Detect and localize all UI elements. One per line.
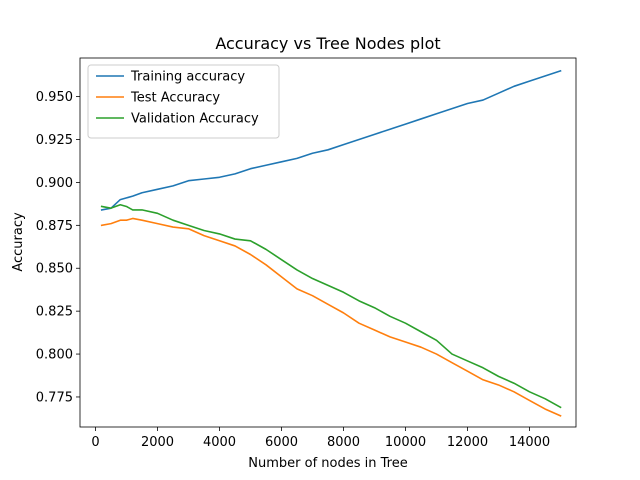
chart-title: Accuracy vs Tree Nodes plot bbox=[215, 34, 440, 53]
y-tick-label: 0.900 bbox=[36, 176, 73, 191]
x-axis: 0 2000 4000 6000 8000 10000 12000 14000 bbox=[91, 427, 550, 450]
series-line-2 bbox=[100, 203, 562, 409]
x-tick-label: 4000 bbox=[203, 435, 236, 450]
x-tick-label: 10000 bbox=[385, 435, 426, 450]
legend: Training accuracy Test Accuracy Validation… bbox=[87, 64, 280, 139]
x-tick-label: 12000 bbox=[447, 435, 488, 450]
y-tick-label: 0.775 bbox=[36, 390, 73, 405]
x-tick-label: 6000 bbox=[265, 435, 298, 450]
x-tick-label: 8000 bbox=[327, 435, 360, 450]
plot-area bbox=[100, 69, 562, 417]
plot-frame bbox=[79, 57, 577, 428]
series-line-1 bbox=[100, 217, 562, 417]
x-tick-label: 0 bbox=[91, 435, 99, 450]
x-tick-label: 2000 bbox=[141, 435, 174, 450]
legend-label: Validation Accuracy bbox=[131, 112, 259, 127]
legend-box bbox=[87, 64, 280, 139]
y-axis-title: Accuracy bbox=[11, 212, 26, 272]
legend-label: Test Accuracy bbox=[130, 91, 220, 106]
y-tick-label: 0.850 bbox=[36, 262, 73, 277]
y-tick-label: 0.950 bbox=[36, 90, 73, 105]
y-tick-label: 0.825 bbox=[36, 305, 73, 320]
x-axis-title: Number of nodes in Tree bbox=[248, 456, 407, 471]
y-axis: 0.775 0.800 0.825 0.850 0.875 0.900 0.925 0.950 bbox=[36, 90, 80, 405]
y-tick-label: 0.925 bbox=[36, 133, 73, 148]
y-tick-label: 0.800 bbox=[36, 348, 73, 363]
legend-label: Training accuracy bbox=[130, 70, 245, 85]
series-line-0 bbox=[100, 69, 562, 211]
y-tick-label: 0.875 bbox=[36, 219, 73, 234]
x-tick-label: 14000 bbox=[509, 435, 550, 450]
